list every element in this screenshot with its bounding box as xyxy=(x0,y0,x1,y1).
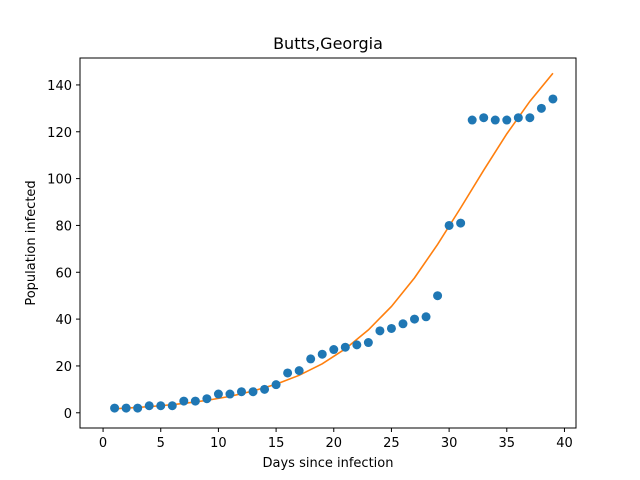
data-point xyxy=(536,103,546,113)
data-point xyxy=(133,403,143,413)
data-point xyxy=(121,403,131,413)
x-tick-label: 20 xyxy=(325,436,342,451)
axes-frame xyxy=(79,57,577,429)
x-tick-label: 5 xyxy=(157,436,165,451)
data-point xyxy=(213,389,223,399)
data-point xyxy=(156,401,166,411)
data-point xyxy=(190,396,200,406)
y-tick-label: 140 xyxy=(47,79,72,94)
data-point xyxy=(248,387,258,397)
y-tick-label: 120 xyxy=(47,126,72,141)
data-point xyxy=(502,115,512,125)
data-point xyxy=(271,380,281,390)
y-tick-label: 20 xyxy=(55,360,72,375)
data-point xyxy=(179,396,189,406)
ticks-layer: 0 5 10 15 20 25 30 35 40 0 20 40 60 80 100 120 140 xyxy=(47,79,573,451)
y-tick-label: 80 xyxy=(55,219,72,234)
data-point xyxy=(352,340,362,350)
data-point xyxy=(110,403,120,413)
data-point xyxy=(398,319,408,329)
data-point xyxy=(306,354,316,364)
x-tick-label: 15 xyxy=(268,436,285,451)
x-tick-label: 35 xyxy=(499,436,516,451)
data-point xyxy=(294,366,304,376)
data-point xyxy=(363,338,373,348)
x-tick-label: 10 xyxy=(210,436,227,451)
x-axis-label: Days since infection xyxy=(263,456,394,471)
data-point xyxy=(467,115,477,125)
data-point xyxy=(490,115,500,125)
data-point xyxy=(260,384,270,394)
x-tick-label: 0 xyxy=(99,436,107,451)
data-point xyxy=(456,218,466,228)
data-point xyxy=(421,312,431,322)
data-point xyxy=(317,349,327,359)
data-point xyxy=(513,113,523,123)
data-point xyxy=(329,345,339,355)
data-point xyxy=(202,394,212,404)
series-layer xyxy=(110,72,558,413)
data-point xyxy=(433,291,443,301)
x-tick-label: 40 xyxy=(556,436,573,451)
data-point xyxy=(144,401,154,411)
data-point xyxy=(225,389,235,399)
x-tick-label: 25 xyxy=(383,436,400,451)
y-tick-label: 40 xyxy=(55,313,72,328)
data-point xyxy=(236,387,246,397)
data-point xyxy=(340,342,350,352)
x-tick-label: 30 xyxy=(441,436,458,451)
chart-title: Butts,Georgia xyxy=(273,34,383,53)
data-point xyxy=(525,113,535,123)
y-tick-label: 100 xyxy=(47,173,72,188)
y-axis-label: Population infected xyxy=(24,180,39,305)
data-point xyxy=(444,220,454,230)
data-point xyxy=(386,323,396,333)
data-point xyxy=(283,368,293,378)
y-tick-label: 60 xyxy=(55,266,72,281)
data-point xyxy=(167,401,177,411)
data-point xyxy=(410,314,420,324)
data-point xyxy=(479,113,489,123)
y-tick-label: 0 xyxy=(64,407,72,422)
data-point xyxy=(375,326,385,336)
data-point xyxy=(548,94,558,104)
